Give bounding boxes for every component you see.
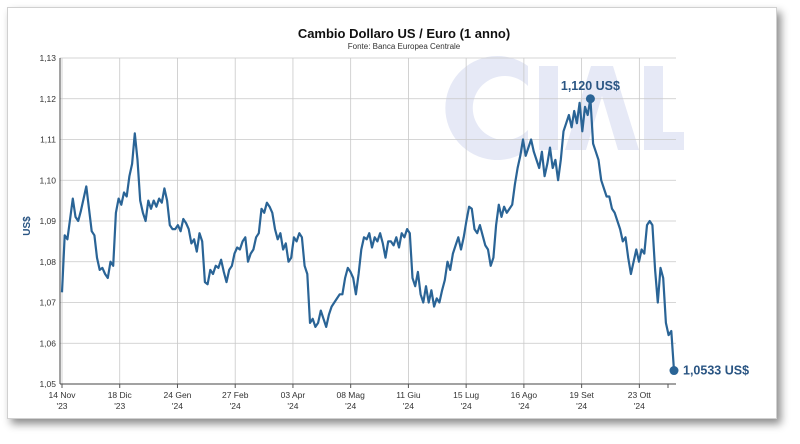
y-tick-label: 1,06 bbox=[39, 338, 56, 348]
x-tick-label: 14 Nov bbox=[49, 390, 77, 400]
y-tick-label: 1,05 bbox=[39, 379, 56, 389]
series-line bbox=[60, 97, 676, 371]
annotation-label: 1,0533 US$ bbox=[683, 364, 749, 378]
x-tick-year: '24 bbox=[461, 401, 472, 411]
line-chart: Cambio Dollaro US / Euro (1 anno) Fonte:… bbox=[22, 26, 749, 411]
grid-lines bbox=[59, 57, 676, 385]
x-tick-label: 11 Giu bbox=[396, 390, 421, 400]
y-tick-label: 1,07 bbox=[39, 298, 56, 308]
x-tick-label: 24 Gen bbox=[164, 390, 192, 400]
y-axis-ticks: 1,05 1,06 1,07 1,08 1,09 1,10 1,11 1,12 1,13 bbox=[39, 53, 56, 389]
cial-watermark-logo bbox=[445, 56, 684, 161]
x-tick-year: '24 bbox=[287, 401, 298, 411]
x-tick-label: 27 Feb bbox=[222, 390, 249, 400]
x-tick-label: 23 Ott bbox=[628, 390, 652, 400]
series-group bbox=[60, 97, 676, 371]
y-tick-label: 1,09 bbox=[39, 216, 56, 226]
annotation-label: 1,120 US$ bbox=[561, 79, 620, 93]
x-tick-year: '24 bbox=[518, 401, 529, 411]
x-tick-year: '24 bbox=[230, 401, 241, 411]
x-tick-label: 18 Dic bbox=[108, 390, 133, 400]
chart-subtitle: Fonte: Banca Europea Centrale bbox=[348, 42, 461, 51]
annotations: 1,120 US$ 1,0533 US$ bbox=[561, 79, 749, 378]
y-tick-label: 1,12 bbox=[39, 94, 56, 104]
y-tick-label: 1,11 bbox=[40, 135, 56, 145]
x-tick-year: '24 bbox=[634, 401, 645, 411]
x-tick-year: '24 bbox=[403, 401, 414, 411]
y-tick-label: 1,08 bbox=[39, 257, 56, 267]
x-tick-label: 08 Mag bbox=[336, 390, 365, 400]
x-tick-label: 16 Ago bbox=[511, 390, 538, 400]
x-tick-year: '24 bbox=[345, 401, 356, 411]
annotation-marker bbox=[669, 366, 679, 376]
x-tick-label: 15 Lug bbox=[453, 390, 479, 400]
annotation-marker bbox=[585, 94, 595, 104]
y-tick-label: 1,13 bbox=[39, 53, 56, 63]
x-tick-label: 19 Set bbox=[569, 390, 594, 400]
y-tick-label: 1,10 bbox=[39, 175, 56, 185]
y-axis-label: US$ bbox=[22, 216, 33, 236]
x-tick-year: '24 bbox=[576, 401, 587, 411]
chart-frame: Cambio Dollaro US / Euro (1 anno) Fonte:… bbox=[7, 7, 777, 419]
chart-title: Cambio Dollaro US / Euro (1 anno) bbox=[298, 26, 510, 41]
x-tick-year: '24 bbox=[172, 401, 183, 411]
x-tick-year: '23 bbox=[114, 401, 125, 411]
x-tick-year: '23 bbox=[56, 401, 67, 411]
x-tick-label: 03 Apr bbox=[281, 390, 306, 400]
